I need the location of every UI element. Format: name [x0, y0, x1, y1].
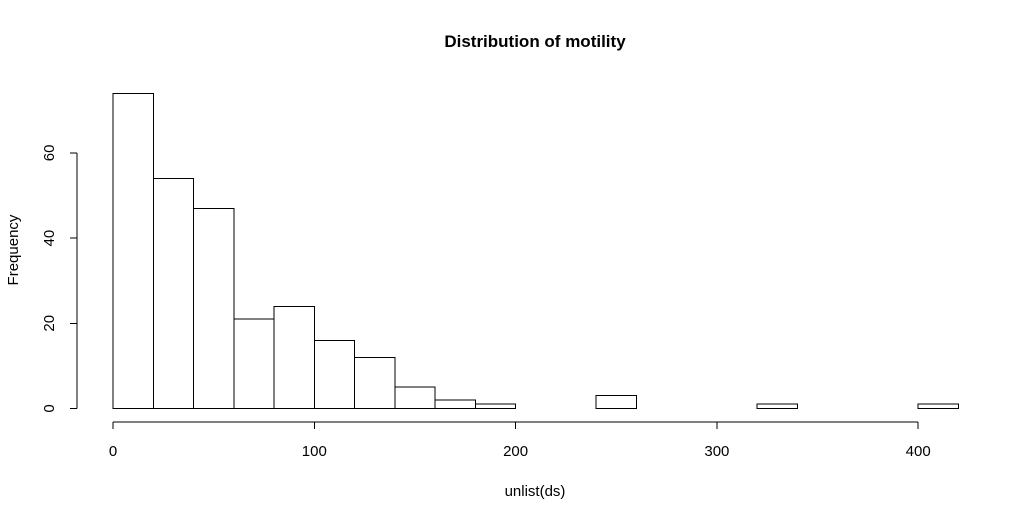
histogram-bar	[434, 399, 476, 410]
chart-title: Distribution of motility	[444, 32, 626, 51]
x-tick-label: 0	[109, 443, 117, 460]
y-tick-label: 20	[41, 315, 58, 332]
x-axis-label: unlist(ds)	[505, 483, 566, 500]
histogram-bar	[474, 403, 517, 409]
histogram-bar	[233, 318, 275, 410]
histogram-bar	[394, 386, 436, 410]
x-tick-label: 400	[906, 443, 931, 460]
x-axis: 0 100 200 300 400	[109, 421, 931, 460]
y-axis: 0 20 40 60	[41, 145, 78, 413]
histogram-bar	[595, 395, 637, 410]
y-tick-label: 60	[41, 145, 58, 162]
y-tick-label: 0	[41, 404, 58, 412]
histogram-bar	[193, 207, 235, 409]
histogram-bar	[152, 177, 195, 409]
histogram-bar	[917, 403, 959, 409]
histogram-bar	[273, 305, 315, 410]
histogram-bar	[313, 339, 356, 409]
histogram-bar	[354, 356, 396, 410]
x-tick-label: 100	[302, 443, 327, 460]
bars-group	[112, 92, 959, 410]
y-tick-label: 40	[41, 230, 58, 247]
x-tick-label: 300	[704, 443, 729, 460]
histogram-bar	[112, 92, 154, 409]
histogram-bar	[756, 403, 798, 409]
x-tick-label: 200	[503, 443, 528, 460]
y-axis-label: Frequency	[5, 214, 22, 285]
